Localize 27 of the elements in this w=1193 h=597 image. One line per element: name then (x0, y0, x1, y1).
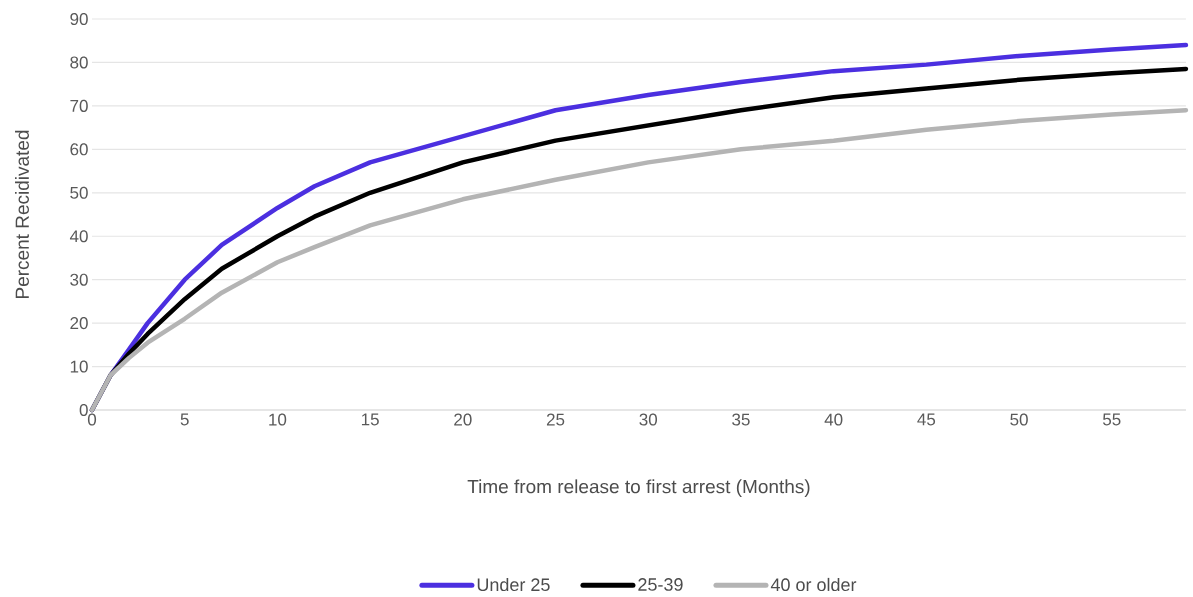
y-tick-label: 20 (70, 317, 88, 330)
x-tick-label: 35 (732, 413, 750, 426)
y-tick-label: 50 (70, 186, 88, 199)
y-tick-label: 0 (79, 403, 88, 417)
y-tick-label: 40 (69, 230, 88, 243)
legend-label: Under 25 (477, 577, 550, 592)
x-tick-label: 15 (361, 413, 379, 426)
x-tick-label: 0 (87, 413, 97, 426)
x-tick-label: 25 (546, 413, 565, 426)
y-tick-label: 30 (70, 273, 88, 286)
x-tick-label: 20 (454, 413, 472, 426)
y-axis-title: Percent Recidivated (15, 130, 29, 298)
legend-label: 25-39 (638, 578, 683, 591)
x-tick-label: 50 (1010, 413, 1028, 426)
y-tick-label: 60 (70, 143, 88, 156)
x-tick-label: 45 (917, 413, 936, 426)
legend-label: 40 or older (770, 577, 857, 592)
y-tick-label: 90 (70, 12, 88, 26)
y-tick-label: 80 (70, 56, 88, 69)
y-tick-label: 70 (70, 99, 88, 112)
x-tick-label: 55 (1102, 413, 1121, 426)
x-tick-label: 30 (639, 413, 658, 426)
y-tick-label: 10 (70, 360, 88, 373)
x-tick-label: 5 (180, 413, 189, 426)
x-tick-label: 10 (269, 413, 287, 426)
x-tick-label: 40 (824, 413, 843, 426)
x-axis-title: Time from release to first arrest (Months) (467, 479, 810, 498)
